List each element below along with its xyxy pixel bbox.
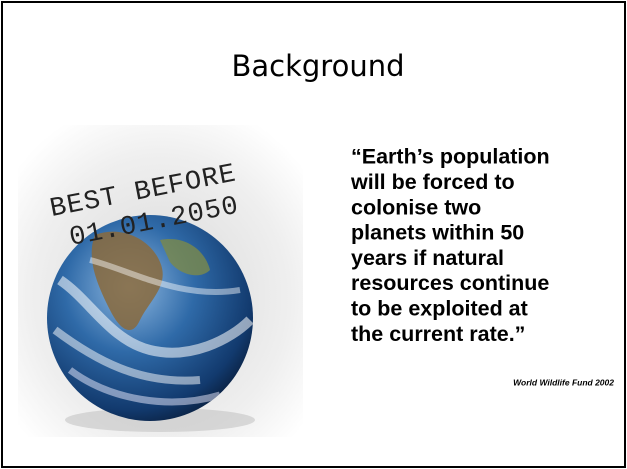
quote-line: planets within 50 [351,221,524,245]
quote-line: “Earth’s population [351,145,550,169]
earth-image: BEST BEFORE 01.01.2050 [18,125,303,437]
quote-line: colonise two [351,195,481,219]
slide-title: Background [231,49,404,83]
quote-line: to be exploited at [351,296,528,320]
attribution: World Wildlife Fund 2002 [513,377,614,387]
quote-line: resources continue [351,271,549,295]
slide: Background BEST BEFORE 01.01.2050 “Earth… [0,0,627,469]
quote-line: years if natural [351,246,504,270]
quote-line: the current rate.” [351,322,525,346]
quote-line: will be forced to [350,170,515,194]
